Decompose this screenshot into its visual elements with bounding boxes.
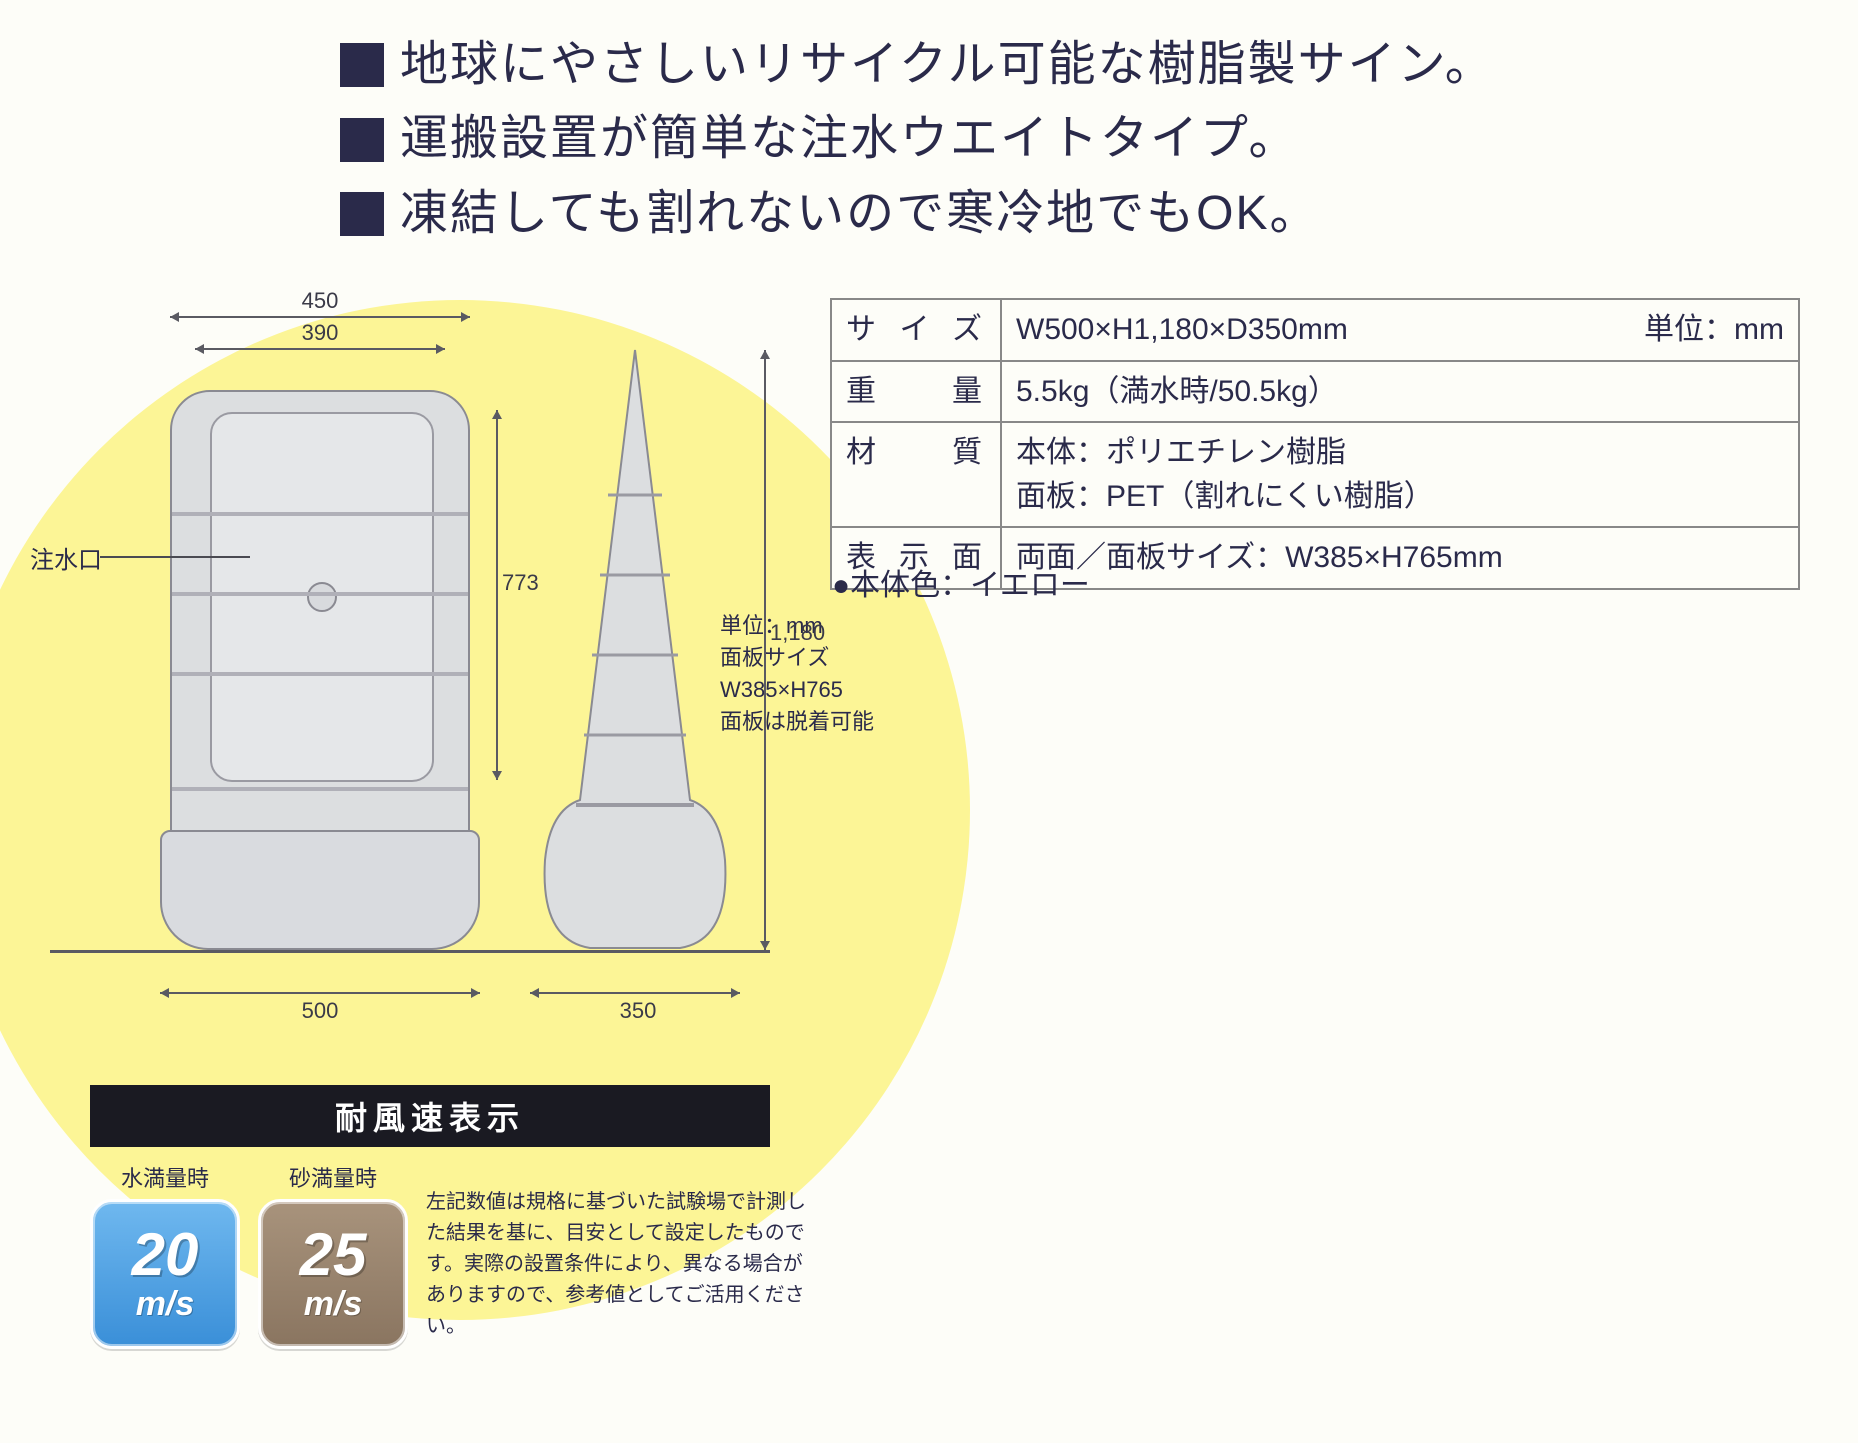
water-inlet-label: 注水口 (30, 540, 102, 575)
front-rib (172, 512, 468, 516)
front-base (160, 830, 480, 950)
wind-badge-title: 水満量時 (90, 1161, 240, 1193)
spec-table: サイズ W500×H1,180×D350mm 単位：mm 重 量 5.5kg（満水… (830, 298, 1800, 590)
wind-badge-num: 20 (132, 1225, 199, 1285)
leader-line (100, 556, 250, 558)
wind-badge-unit: m/s (304, 1285, 363, 1324)
table-row: 重 量 5.5kg（満水時/50.5kg） (831, 361, 1799, 423)
side-view-svg (520, 340, 750, 952)
bullet-text: 運搬設置が簡単な注水ウエイトタイプ。 (400, 102, 1299, 176)
wind-header: 耐風速表示 (90, 1085, 770, 1147)
dim-label-top-inner: 390 (280, 320, 360, 346)
bullet-text: 凍結しても割れないので寒冷地でもOK。 (400, 177, 1320, 251)
bullet-text: 地球にやさしいリサイクル可能な樹脂製サイン。 (400, 28, 1495, 102)
dim-line (496, 410, 498, 780)
spec-value-text: W500×H1,180×D350mm (1016, 313, 1348, 346)
front-panel (210, 412, 434, 782)
wind-row: 水満量時 20 m/s 砂満量時 25 m/s 左記数値は規格に基づいた試験場で… (90, 1161, 830, 1349)
dim-label-top-outer: 450 (280, 288, 360, 314)
wind-note: 左記数値は規格に基づいた試験場で計測した結果を基に、目安として設定したものです。… (426, 1161, 806, 1342)
wind-resistance-section: 耐風速表示 水満量時 20 m/s 砂満量時 25 m/s 左記数値は規格に基づ… (90, 1085, 830, 1349)
spec-value: W500×H1,180×D350mm 単位：mm (1001, 299, 1799, 361)
dim-line (160, 992, 480, 994)
dim-label-side-w: 350 (598, 998, 678, 1024)
wind-badge-box: 25 m/s (258, 1199, 408, 1349)
dimension-diagram: 450 390 773 1,180 500 350 (50, 300, 830, 1040)
table-row: サイズ W500×H1,180×D350mm 単位：mm (831, 299, 1799, 361)
front-rib (172, 592, 468, 596)
front-rib (172, 787, 468, 791)
wind-badge-water: 水満量時 20 m/s (90, 1161, 240, 1349)
spec-key: 材 質 (831, 422, 1001, 527)
bullet-row: 地球にやさしいリサイクル可能な樹脂製サイン。 (340, 28, 1495, 102)
spec-value: 本体：ポリエチレン樹脂 面板：PET（割れにくい樹脂） (1001, 422, 1799, 527)
spec-value: 5.5kg（満水時/50.5kg） (1001, 361, 1799, 423)
ground-line (50, 950, 770, 953)
square-bullet-icon (340, 192, 384, 236)
spec-key: サイズ (831, 299, 1001, 361)
table-row: 材 質 本体：ポリエチレン樹脂 面板：PET（割れにくい樹脂） (831, 422, 1799, 527)
spec-unit: 単位：mm (1644, 308, 1784, 352)
dim-line (530, 992, 740, 994)
bullet-row: 運搬設置が簡単な注水ウエイトタイプ。 (340, 102, 1495, 176)
dim-line (764, 350, 766, 950)
dim-label-base-w: 500 (280, 998, 360, 1024)
front-rib (172, 672, 468, 676)
spec-value: 両面／面板サイズ：W385×H765mm (1001, 527, 1799, 589)
dim-label-total-h: 1,180 (770, 620, 825, 646)
wind-badge-title: 砂満量時 (258, 1161, 408, 1193)
side-view (520, 340, 750, 952)
square-bullet-icon (340, 43, 384, 87)
wind-badge-unit: m/s (136, 1285, 195, 1324)
body-color-line: ●本体色：イエロー (832, 560, 1090, 604)
square-bullet-icon (340, 118, 384, 162)
front-view (160, 350, 480, 950)
feature-bullet-list: 地球にやさしいリサイクル可能な樹脂製サイン。 運搬設置が簡単な注水ウエイトタイプ… (340, 28, 1495, 251)
front-body (170, 390, 470, 880)
wind-badge-box: 20 m/s (90, 1199, 240, 1349)
dim-line (170, 316, 470, 318)
bullet-dot-icon: ●本体色： (832, 569, 970, 602)
wind-badge-sand: 砂満量時 25 m/s (258, 1161, 408, 1349)
spec-key: 重 量 (831, 361, 1001, 423)
body-color-value: イエロー (970, 569, 1090, 602)
bullet-row: 凍結しても割れないので寒冷地でもOK。 (340, 177, 1495, 251)
wind-badge-num: 25 (300, 1225, 367, 1285)
